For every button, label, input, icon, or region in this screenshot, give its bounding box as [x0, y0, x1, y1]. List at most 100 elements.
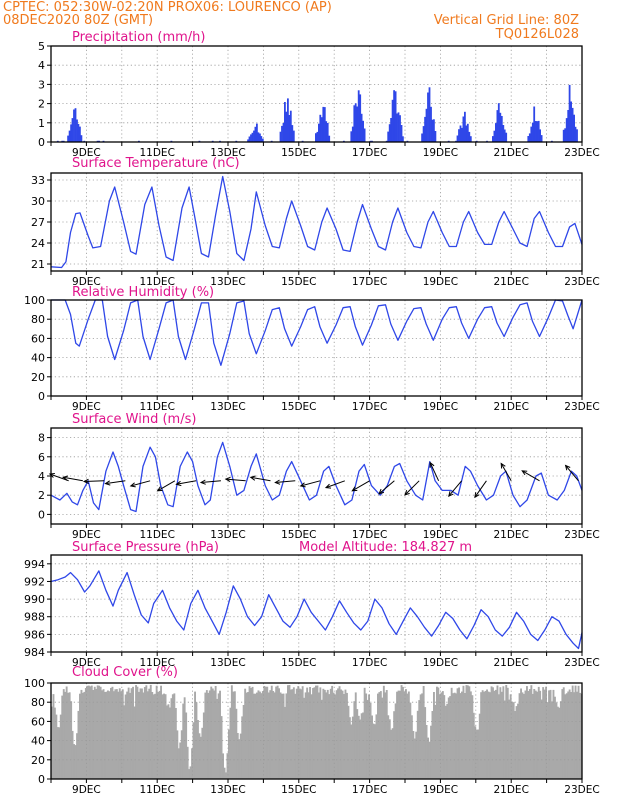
cloud-bar: [269, 690, 272, 779]
cloud-bar: [430, 725, 432, 779]
wind-arrow-head: [324, 483, 332, 489]
precipitation-bar: [292, 130, 295, 142]
precipitation-bar: [256, 123, 258, 142]
wind-arrow-shaft: [84, 480, 105, 482]
pressure-ytick-label: 986: [24, 628, 45, 641]
cloud-bar: [425, 725, 428, 779]
cloud-bar: [390, 729, 393, 779]
cloud-bar: [391, 728, 394, 779]
cloud-bar: [577, 685, 580, 779]
wind-arrow-shaft: [250, 476, 271, 482]
precipitation-bars: [56, 84, 578, 142]
cloud-bar: [183, 697, 186, 779]
cloud-bar: [564, 694, 567, 779]
cloud-bar: [171, 694, 174, 779]
cloud-bar: [338, 686, 341, 779]
cloud-bar: [129, 692, 132, 779]
cloud-bar: [281, 693, 283, 779]
precipitation-ytick-label: 0: [38, 136, 45, 149]
cloud-bar: [462, 685, 465, 779]
cloud-bar: [74, 745, 77, 779]
cloud-bar: [93, 686, 96, 779]
pressure-title: Surface Pressure (hPa): [72, 540, 219, 555]
pressure-ytick-label: 988: [24, 611, 45, 624]
cloud-bar: [236, 733, 239, 779]
wind-ytick-label: 0: [38, 508, 45, 521]
cloud-bar: [261, 691, 264, 779]
cloud-ytick-label: 100: [24, 677, 45, 690]
cloud-bar: [433, 692, 435, 779]
wind-xtick-label: 23DEC: [564, 529, 599, 541]
cloud-bar: [257, 690, 260, 779]
cloud-bar: [475, 729, 478, 779]
pressure-x-axis: 9DEC 11DEC 13DEC 15DEC 17DEC 19DEC 21DEC 23DEC: [50, 652, 600, 669]
cloud-bar: [320, 699, 323, 779]
cloud-bar: [52, 694, 55, 779]
cloud-bar: [217, 693, 220, 779]
cloud-bar: [146, 691, 149, 779]
wind-xtick-label: 15DEC: [281, 529, 316, 541]
cloud-bar: [90, 685, 93, 779]
precipitation-bar: [571, 107, 574, 142]
cloud-bar: [579, 692, 581, 779]
cloud-bar: [514, 711, 517, 779]
cloud-bar: [567, 691, 570, 779]
wind-xtick-label: 11DEC: [139, 529, 174, 541]
cloud-bar: [340, 689, 342, 779]
humidity-line-group: [51, 299, 583, 366]
wind-ytick-label: 4: [38, 470, 45, 483]
wind-arrow-head: [82, 478, 89, 484]
cloud-bar: [346, 692, 348, 779]
humidity-xtick-label: 23DEC: [564, 401, 599, 413]
cloud-bar: [92, 690, 95, 779]
wind-arrow-shaft: [325, 480, 345, 489]
cloud-bar: [245, 692, 248, 779]
cloud-bar: [244, 688, 247, 779]
precipitation-bar: [466, 123, 469, 142]
cloud-bar: [568, 689, 571, 779]
cloud-bar: [266, 686, 269, 779]
cloud-bar: [115, 689, 118, 779]
cloud-bar: [573, 692, 576, 779]
cloud-bar: [86, 685, 89, 779]
cloud-bar: [202, 712, 205, 779]
cloud-bar: [500, 691, 503, 779]
cloud-bar: [309, 687, 311, 779]
cloud-bar: [177, 748, 180, 779]
precipitation-xtick-label: 21DEC: [493, 147, 528, 159]
temperature-xtick-label: 15DEC: [281, 276, 316, 288]
cloud-xtick-label: 13DEC: [210, 784, 245, 796]
cloud-bar: [83, 691, 86, 779]
cloud-bar: [455, 693, 457, 779]
cloud-bar: [80, 689, 83, 779]
cloud-bar: [434, 704, 437, 779]
precipitation-bar: [390, 118, 392, 142]
cloud-bar: [53, 707, 56, 779]
humidity-y-axis: 0 20 40 60 80 100: [24, 294, 51, 403]
wind-arrow-shaft: [474, 480, 487, 498]
cloud-bar: [468, 686, 471, 779]
cloud-bar: [350, 724, 353, 779]
cloud-bar: [276, 685, 279, 779]
cloud-bar: [191, 748, 193, 779]
cloud-bar: [104, 692, 106, 779]
cloud-bar: [155, 685, 158, 779]
cloud-bar: [496, 685, 499, 779]
humidity-x-axis: 9DEC 11DEC 13DEC 15DEC 17DEC 19DEC 21DEC 23DEC: [50, 396, 600, 413]
humidity-ytick-label: 100: [24, 294, 45, 307]
cloud-bar: [192, 722, 195, 779]
precipitation-ytick-label: 2: [38, 98, 45, 111]
cloud-bar: [444, 705, 447, 779]
cloud-ytick-label: 80: [31, 696, 45, 709]
cloud-bar: [571, 685, 574, 779]
wind-arrow-shaft: [378, 480, 395, 495]
cloud-bar: [247, 692, 250, 779]
humidity-ytick-label: 0: [38, 390, 45, 403]
cloud-frame: [50, 682, 583, 780]
precipitation-bar: [287, 98, 289, 142]
wind-arrow-head: [62, 475, 69, 481]
wind-arrow-head: [199, 479, 206, 485]
wind-arrow-head: [351, 486, 358, 492]
cloud-bar: [242, 705, 245, 779]
